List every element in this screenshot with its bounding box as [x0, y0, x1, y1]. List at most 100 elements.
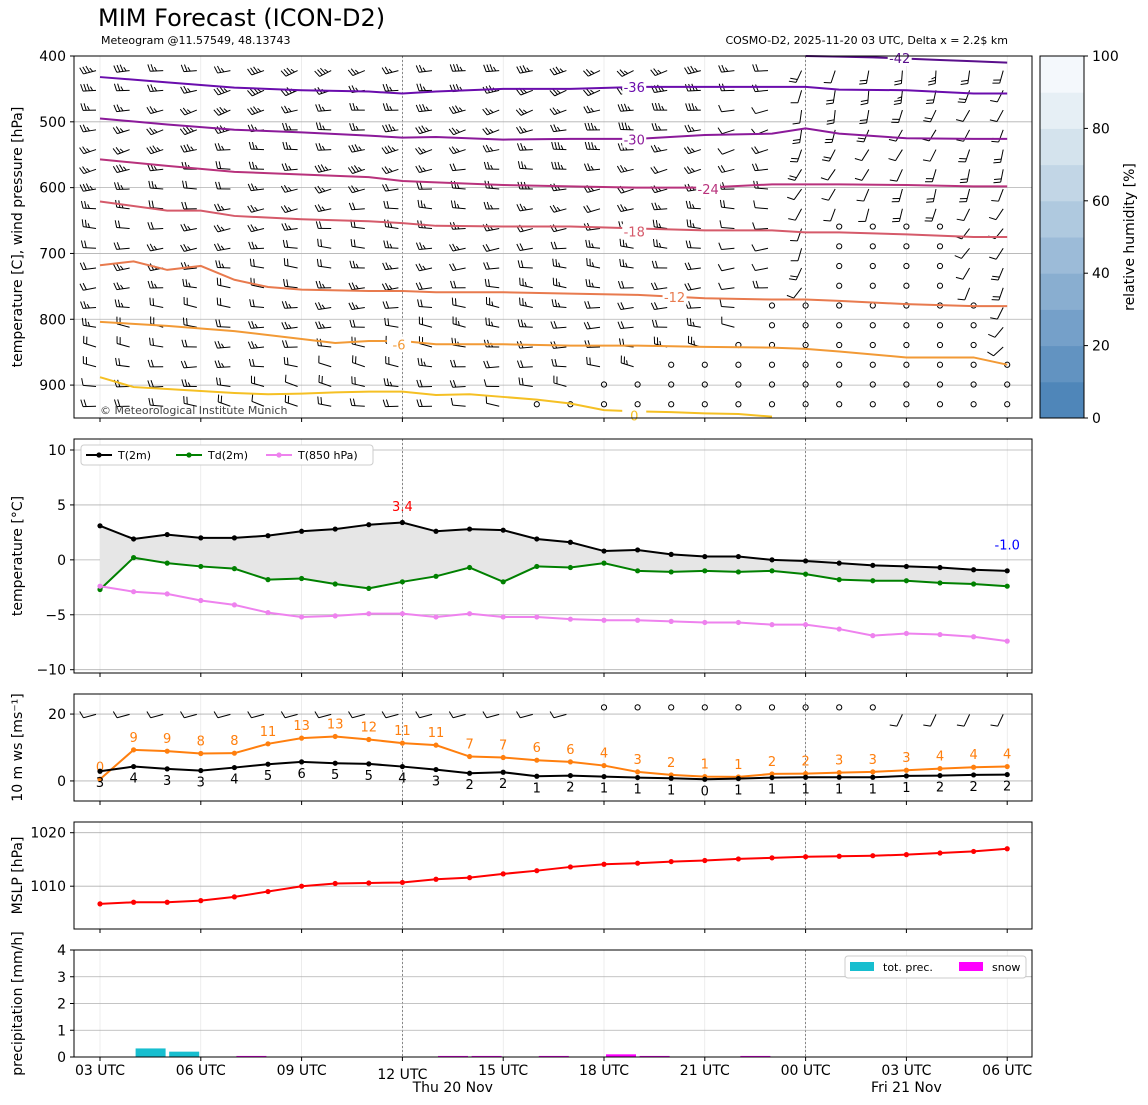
wind-barb-flag	[554, 141, 558, 150]
wind-barb	[248, 241, 265, 250]
wind-barb	[925, 169, 937, 183]
wind-barb-flag	[489, 109, 494, 113]
wind-barb	[517, 319, 533, 328]
wind-barb-flag	[555, 66, 561, 74]
wind-barb-staff	[866, 109, 870, 123]
wind-barb	[856, 188, 870, 202]
wind-barb-flag	[549, 108, 555, 115]
wind-barb-flag	[286, 279, 289, 287]
wind-barb	[924, 208, 937, 222]
wind-barb-flag	[116, 104, 121, 112]
wind-barb-staff	[553, 265, 567, 269]
wind-barb-flag	[487, 161, 490, 170]
wind-barb-flag	[284, 321, 289, 329]
wind-barb-staff	[996, 307, 1004, 320]
time-tick-label: 18 UTC	[579, 1063, 629, 1079]
wind-barb	[451, 337, 466, 348]
wind-barb-staff	[385, 247, 399, 249]
wind-barb	[283, 258, 298, 269]
wind-barb-flag	[823, 219, 831, 222]
wind-barb-flag	[684, 67, 689, 75]
wind-barb	[384, 219, 399, 230]
data-point	[231, 750, 237, 756]
data-point	[903, 563, 910, 570]
wind-barb-flag	[79, 125, 84, 133]
wind-barb-flag	[218, 319, 222, 327]
wind-barb-staff	[519, 346, 533, 349]
wind-barb-flag	[857, 137, 866, 140]
wind-barb-flag	[215, 181, 218, 189]
wind-barb-flag	[551, 141, 554, 150]
wind-barb-flag	[751, 147, 757, 154]
wind-barb-flag	[719, 220, 722, 228]
wind-barb-flag	[184, 339, 188, 347]
calm-wind-marker	[869, 282, 876, 289]
wind-barb	[519, 277, 533, 289]
wind-barb-staff	[654, 245, 668, 249]
data-point	[1004, 583, 1010, 589]
wind-barb	[751, 146, 769, 155]
wind-barb	[180, 64, 197, 73]
wind-barb	[146, 243, 164, 252]
wind-barb	[114, 299, 130, 309]
wind-barb-staff	[519, 167, 533, 170]
data-label: 2	[499, 777, 507, 792]
wind-barb-flag	[221, 263, 225, 268]
wind-barb-flag	[385, 282, 390, 290]
wind-barb-flag	[358, 166, 362, 171]
wind-barb-flag	[417, 299, 420, 307]
wind-barb-staff	[965, 188, 971, 202]
wind-barb	[416, 379, 433, 388]
temperature-tick-label: 10	[48, 443, 66, 459]
wind-barb-flag	[694, 105, 698, 111]
wind-barb	[147, 380, 164, 388]
wind-barb	[80, 83, 97, 92]
wind-barb-flag	[690, 336, 693, 345]
wind-barb	[718, 242, 735, 251]
wind-barb-flag	[280, 106, 286, 114]
wind-barb-flag	[249, 299, 252, 307]
wind-barb-flag	[587, 163, 591, 171]
wind-barb-flag	[348, 186, 353, 193]
wind-barb-flag	[723, 200, 726, 208]
data-point	[1004, 763, 1010, 770]
wind-barb-flag	[185, 279, 188, 287]
data-point	[534, 563, 540, 570]
wind-barb	[515, 108, 534, 116]
wind-barb-flag	[554, 299, 558, 307]
wind-barb	[149, 337, 164, 348]
wind-barb-staff	[587, 285, 601, 289]
colorbar-tick-label: 80	[1092, 121, 1110, 137]
wind-barb-staff	[963, 714, 971, 727]
wind-barb-staff	[721, 305, 735, 309]
wind-barb-flag	[559, 68, 564, 73]
wind-barb-flag	[416, 379, 420, 388]
calm-wind-marker	[903, 302, 910, 309]
wind-barb-flag	[654, 202, 658, 210]
wind-barb-flag	[521, 161, 524, 169]
isotherm--36	[99, 76, 1008, 95]
wind-barb-staff	[722, 149, 735, 155]
wind-barb-flag	[483, 360, 487, 369]
data-point	[198, 563, 204, 570]
wind-barb-staff	[217, 384, 231, 388]
wind-barb-flag	[319, 122, 322, 130]
time-tick-label: 15 UTC	[478, 1063, 528, 1079]
wind-barb-staff	[796, 228, 803, 242]
wind-barb-flag	[687, 282, 692, 290]
wind-barb-staff	[721, 227, 735, 230]
wind-barb-staff	[284, 363, 298, 368]
wind-barb-staff	[419, 129, 433, 135]
wind-barb	[418, 336, 433, 348]
wind-barb	[215, 260, 231, 269]
data-point	[198, 535, 204, 541]
wind-barb-staff	[183, 267, 197, 270]
wind-barb-flag	[83, 83, 87, 92]
wind-barb-staff	[620, 245, 634, 249]
wind-barb-flag	[552, 277, 555, 286]
wind-barb-staff	[998, 188, 1004, 202]
wind-barb-staff	[351, 149, 365, 153]
data-point	[903, 630, 910, 637]
legend-label: tot. prec.	[883, 961, 933, 974]
wind-barb-flag	[657, 205, 662, 210]
